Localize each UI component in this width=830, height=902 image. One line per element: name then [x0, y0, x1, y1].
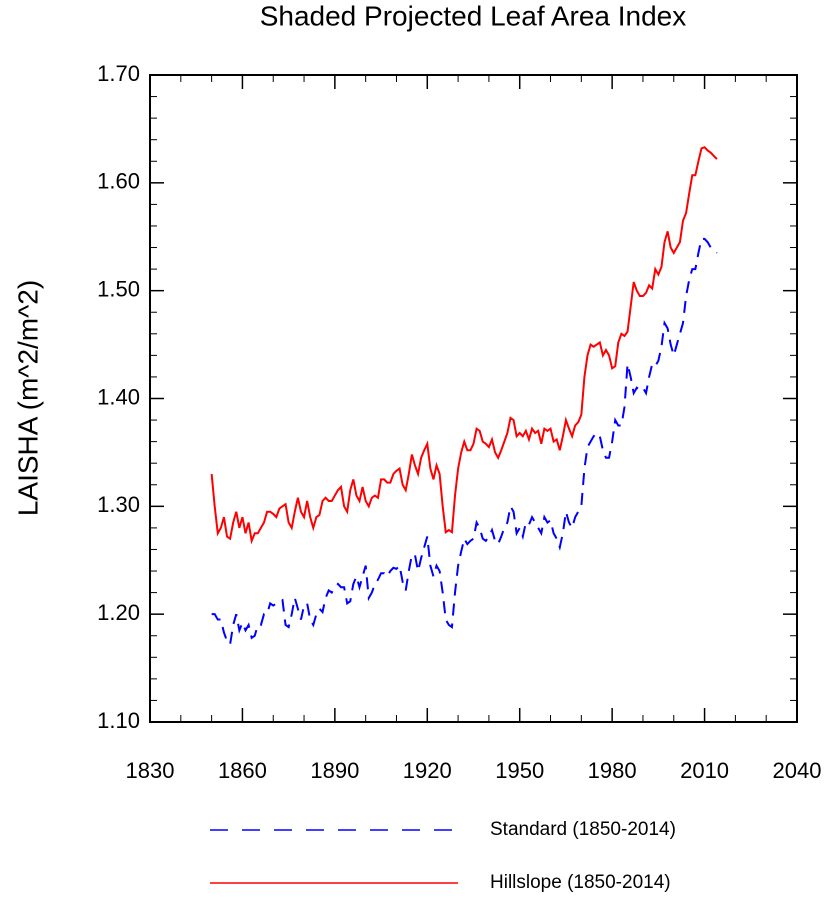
series-line: [211, 237, 718, 647]
y-tick-label: 1.10: [97, 708, 140, 733]
chart-title: Shaded Projected Leaf Area Index: [260, 0, 687, 31]
x-tick-label: 2010: [680, 758, 729, 783]
legend-label: Standard (1850-2014): [490, 819, 676, 840]
y-tick-label: 1.70: [97, 61, 140, 86]
legend-label: Hillslope (1850-2014): [490, 872, 671, 893]
y-tick-label: 1.50: [97, 276, 140, 301]
x-tick-label: 1950: [495, 758, 544, 783]
x-tick-label: 2040: [773, 758, 822, 783]
series-line: [210, 146, 718, 545]
y-tick-label: 1.30: [97, 492, 140, 517]
y-tick-label: 1.40: [97, 384, 140, 409]
x-tick-label: 1890: [310, 758, 359, 783]
plot-frame: [149, 74, 798, 723]
x-tick-label: 1920: [403, 758, 452, 783]
x-tick-label: 1830: [126, 758, 175, 783]
y-tick-label: 1.20: [97, 600, 140, 625]
x-tick-label: 1980: [588, 758, 637, 783]
y-tick-label: 1.60: [97, 169, 140, 194]
y-axis-label: LAISHA (m^2/m^2): [12, 280, 43, 516]
x-tick-label: 1860: [218, 758, 267, 783]
